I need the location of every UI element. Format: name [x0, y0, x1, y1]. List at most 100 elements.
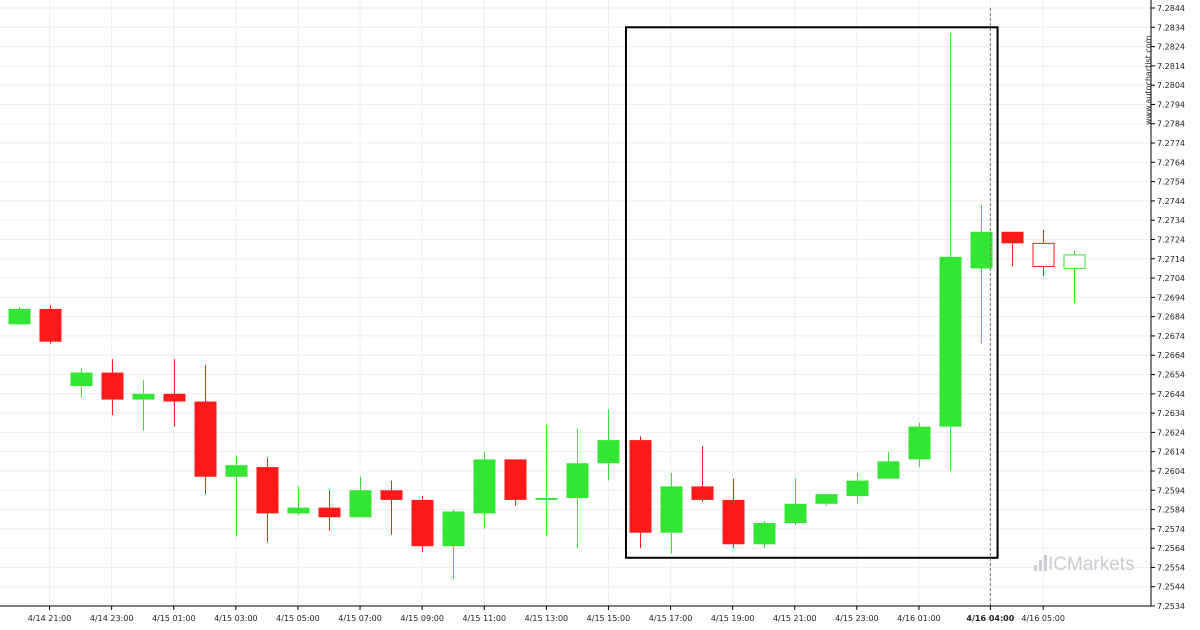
x-tick-label: 4/14 23:00 [90, 614, 134, 623]
candle [39, 305, 62, 344]
y-tick-label: 7.2744 [1157, 197, 1185, 206]
x-tick-label: 4/15 03:00 [214, 614, 258, 623]
watermark: www.autochartist.com [1144, 35, 1153, 125]
candle [318, 490, 341, 531]
y-tick-label: 7.2644 [1157, 390, 1185, 399]
candle [287, 486, 310, 516]
x-tick-label: 4/16 01:00 [897, 614, 941, 623]
y-tick-label: 7.2664 [1157, 351, 1185, 360]
candle-body [442, 511, 465, 547]
candle-body [1063, 254, 1086, 269]
x-tick-label: 4/15 01:00 [152, 614, 196, 623]
candle [939, 33, 962, 471]
candle-body [380, 490, 403, 500]
candle [101, 359, 124, 416]
y-tick-label: 7.2624 [1157, 428, 1185, 437]
candle [629, 436, 652, 549]
candle [132, 380, 155, 431]
candle-body [722, 499, 745, 545]
y-tick-label: 7.2594 [1157, 486, 1185, 495]
candle [504, 459, 527, 506]
x-tick-label: 4/15 15:00 [587, 614, 631, 623]
y-tick-label: 7.2814 [1157, 62, 1185, 71]
candle-body [1032, 242, 1055, 267]
y-tick-label: 7.2534 [1157, 602, 1185, 611]
candle [411, 496, 434, 552]
x-tick-label: 4/15 19:00 [711, 614, 755, 623]
candle-body [411, 499, 434, 547]
y-tick-label: 7.2674 [1157, 332, 1185, 341]
y-tick-label: 7.2634 [1157, 409, 1185, 418]
x-tick-label: 4/15 17:00 [649, 614, 693, 623]
candle-body [101, 372, 124, 400]
y-tick-label: 7.2704 [1157, 274, 1185, 283]
candle [194, 364, 217, 495]
y-tick-label: 7.2714 [1157, 255, 1185, 264]
x-axis-ticks: 4/14 21:00 4/14 23:00 4/15 01:00 4/15 03:00… [28, 606, 1065, 623]
x-tick-label: 4/15 11:00 [462, 614, 506, 623]
candle-body [473, 459, 496, 514]
candle [566, 428, 589, 549]
candle [784, 478, 807, 525]
x-tick-label: 4/15 05:00 [276, 614, 320, 623]
candle [1001, 231, 1024, 267]
candle [877, 451, 900, 479]
candle-body [194, 401, 217, 477]
candle [473, 451, 496, 529]
candle-body [225, 465, 248, 477]
brand-name: ICMarkets [1048, 554, 1135, 575]
y-tick-label: 7.2554 [1157, 563, 1185, 572]
y-tick-label: 7.2724 [1157, 235, 1185, 244]
candle [163, 359, 186, 427]
candle-body [1001, 231, 1024, 244]
candle-body [939, 256, 962, 427]
candle [970, 204, 993, 344]
y-tick-label: 7.2834 [1157, 23, 1185, 32]
candle [722, 478, 745, 549]
candle-body [815, 494, 838, 504]
y-tick-label: 7.2824 [1157, 43, 1185, 52]
y-tick-label: 7.2544 [1157, 583, 1185, 592]
candle-body [660, 486, 683, 533]
candle-body [70, 372, 93, 387]
y-tick-label: 7.2684 [1157, 313, 1185, 322]
candle-body [349, 490, 372, 518]
x-tick-label: 4/14 21:00 [28, 614, 72, 623]
y-tick-label: 7.2564 [1157, 544, 1185, 553]
candle [349, 476, 372, 518]
candle [815, 494, 838, 506]
candle [908, 422, 931, 468]
x-tick-label: 4/16 04:00 [966, 614, 1014, 623]
candle [1032, 229, 1055, 277]
y-tick-label: 7.2794 [1157, 100, 1185, 109]
y-tick-label: 7.2734 [1157, 216, 1185, 225]
candle-body [753, 523, 776, 545]
x-tick-label: 4/15 21:00 [773, 614, 817, 623]
candle-body [846, 480, 869, 497]
bars-icon [1034, 555, 1047, 571]
x-tick-label: 4/16 05:00 [1021, 614, 1065, 623]
y-tick-label: 7.2604 [1157, 467, 1185, 476]
y-axis-ticks: 7.2844 7.2834 7.2824 7.2814 7.2804 7.2794 7.27… [1151, 4, 1185, 611]
candle-body [629, 440, 652, 533]
candle-body [163, 393, 186, 402]
y-tick-label: 7.2584 [1157, 506, 1185, 515]
y-tick-label: 7.2754 [1157, 178, 1185, 187]
candle [1063, 251, 1086, 304]
candle [660, 472, 683, 554]
x-tick-label: 4/15 13:00 [525, 614, 569, 623]
candle-body [504, 459, 527, 500]
y-tick-label: 7.2784 [1157, 120, 1185, 129]
candle [225, 455, 248, 537]
brand-logo: ICMarkets [1034, 554, 1135, 575]
candle-body [970, 231, 993, 269]
candle-body [877, 461, 900, 479]
candle-body [132, 393, 155, 400]
y-tick-label: 7.2764 [1157, 158, 1185, 167]
candle-body [566, 463, 589, 498]
x-tick-label: 4/15 07:00 [338, 614, 382, 623]
grid-lines [0, 0, 1151, 607]
y-tick-label: 7.2804 [1157, 81, 1185, 90]
candle [442, 509, 465, 579]
